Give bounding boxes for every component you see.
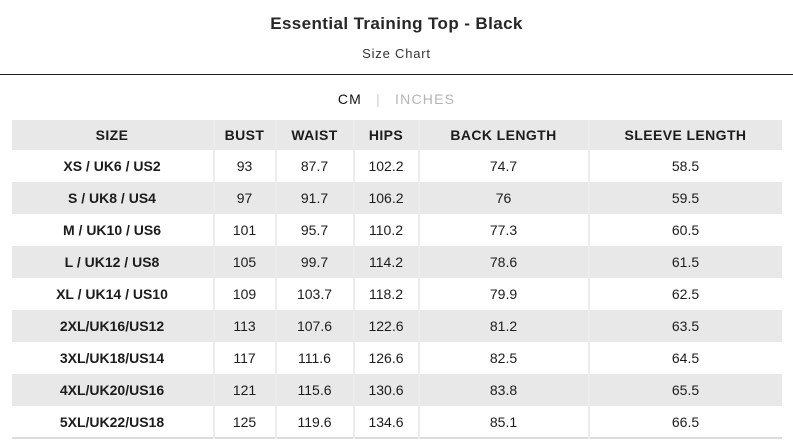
unit-toggle-separator: | [376,91,381,107]
measurement-cell: 65.5 [587,374,782,406]
measurement-cell: 82.5 [417,342,589,374]
size-cell: S / UK8 / US4 [11,182,214,214]
table-row: XS / UK6 / US2 93 87.7 102.2 74.7 58.5 [11,150,782,182]
size-cell: 2XL/UK16/US12 [11,310,214,342]
measurement-cell: 107.6 [274,310,354,342]
measurement-cell: 110.2 [352,214,419,246]
measurement-cell: 114.2 [352,246,419,278]
unit-toggle: CM | INCHES [0,91,793,107]
measurement-cell: 60.5 [587,214,782,246]
measurement-cell: 83.8 [417,374,589,406]
measurement-cell: 113 [212,310,276,342]
column-header: SIZE [11,120,214,150]
size-chart-table-body: XS / UK6 / US2 93 87.7 102.2 74.7 58.5 S / UK8… [11,150,782,438]
measurement-cell: 85.1 [417,406,589,438]
size-cell: XL / UK14 / US10 [11,278,214,310]
measurement-cell: 95.7 [274,214,354,246]
table-row: 4XL/UK20/US16 121 115.6 130.6 83.8 65.5 [11,374,782,406]
measurement-cell: 101 [212,214,276,246]
table-row: L / UK12 / US8 105 99.7 114.2 78.6 61.5 [11,246,782,278]
table-row: 2XL/UK16/US12 113 107.6 122.6 81.2 63.5 [11,310,782,342]
measurement-cell: 134.6 [352,406,419,438]
measurement-cell: 79.9 [417,278,589,310]
header-divider [0,74,793,75]
measurement-cell: 97 [212,182,276,214]
measurement-cell: 103.7 [274,278,354,310]
size-cell: 5XL/UK22/US18 [11,406,214,438]
column-header: BACK LENGTH [417,120,589,150]
measurement-cell: 59.5 [587,182,782,214]
measurement-cell: 64.5 [587,342,782,374]
measurement-cell: 62.5 [587,278,782,310]
table-row: 5XL/UK22/US18 125 119.6 134.6 85.1 66.5 [11,406,782,438]
measurement-cell: 81.2 [417,310,589,342]
column-header: HIPS [352,120,419,150]
size-cell: XS / UK6 / US2 [11,150,214,182]
page-title: Essential Training Top - Black [270,14,523,33]
measurement-cell: 78.6 [417,246,589,278]
size-cell: M / UK10 / US6 [11,214,214,246]
measurement-cell: 105 [212,246,276,278]
size-chart-table-head: SIZE BUST WAIST HIPS BACK LENGTH SLEEVE LENGT… [11,120,782,150]
unit-toggle-inches[interactable]: INCHES [395,91,456,107]
measurement-cell: 106.2 [352,182,419,214]
column-header: SLEEVE LENGTH [587,120,782,150]
measurement-cell: 125 [212,406,276,438]
measurement-cell: 66.5 [587,406,782,438]
measurement-cell: 58.5 [587,150,782,182]
measurement-cell: 117 [212,342,276,374]
measurement-cell: 119.6 [274,406,354,438]
measurement-cell: 115.6 [274,374,354,406]
column-header: WAIST [274,120,354,150]
column-header: BUST [212,120,276,150]
measurement-cell: 63.5 [587,310,782,342]
header-row: SIZE BUST WAIST HIPS BACK LENGTH SLEEVE LENGT… [11,120,782,150]
size-chart-table: SIZE BUST WAIST HIPS BACK LENGTH SLEEVE LENGT… [11,120,782,439]
chart-subtitle: Size Chart [362,46,431,61]
measurement-cell: 102.2 [352,150,419,182]
table-row: XL / UK14 / US10 109 103.7 118.2 79.9 62.5 [11,278,782,310]
table-row: M / UK10 / US6 101 95.7 110.2 77.3 60.5 [11,214,782,246]
size-cell: 3XL/UK18/US14 [11,342,214,374]
page-header: Essential Training Top - Black Size Char… [0,0,793,61]
measurement-cell: 74.7 [417,150,589,182]
measurement-cell: 118.2 [352,278,419,310]
measurement-cell: 87.7 [274,150,354,182]
measurement-cell: 91.7 [274,182,354,214]
measurement-cell: 99.7 [274,246,354,278]
measurement-cell: 93 [212,150,276,182]
table-row: 3XL/UK18/US14 117 111.6 126.6 82.5 64.5 [11,342,782,374]
measurement-cell: 76 [417,182,589,214]
measurement-cell: 126.6 [352,342,419,374]
table-row: S / UK8 / US4 97 91.7 106.2 76 59.5 [11,182,782,214]
measurement-cell: 77.3 [417,214,589,246]
measurement-cell: 111.6 [274,342,354,374]
measurement-cell: 61.5 [587,246,782,278]
size-cell: L / UK12 / US8 [11,246,214,278]
measurement-cell: 109 [212,278,276,310]
size-cell: 4XL/UK20/US16 [11,374,214,406]
measurement-cell: 130.6 [352,374,419,406]
unit-toggle-cm[interactable]: CM [337,91,363,107]
measurement-cell: 122.6 [352,310,419,342]
measurement-cell: 121 [212,374,276,406]
